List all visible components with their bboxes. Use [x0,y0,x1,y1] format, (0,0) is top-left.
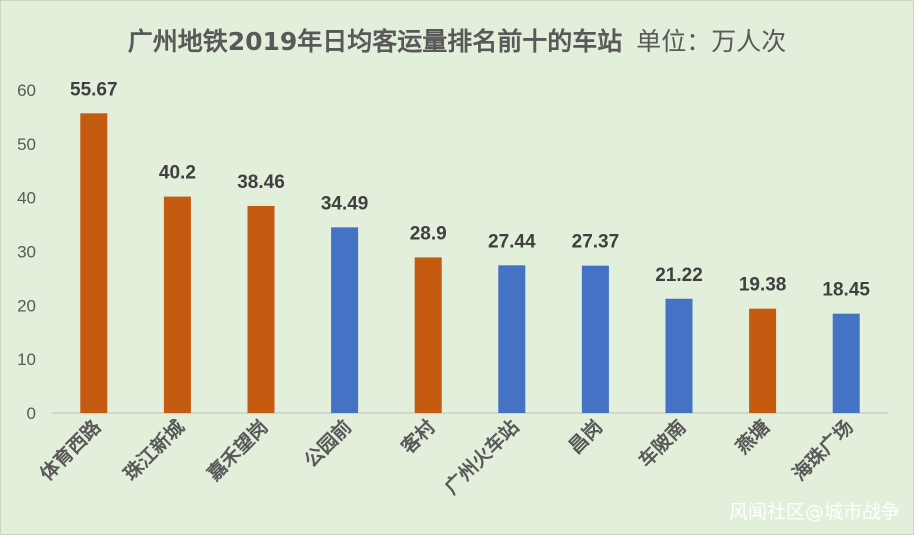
x-tick-label: 客村 [397,415,440,458]
y-tick-label: 10 [17,350,36,369]
watermark: 风闻社区@城市战争 [729,501,900,523]
data-label: 38.46 [237,172,285,193]
bar [331,227,359,413]
x-tick-label: 珠江新城 [119,415,189,485]
data-label: 18.45 [822,280,870,301]
y-tick-label: 60 [17,81,36,100]
chart-title: 广州地铁2019年日均客运量排名前十的车站 单位：万人次 [128,27,787,56]
x-axis: 体育西路 珠江新城 嘉禾望岗 公园前 客村 广州火车站 昌岗 车陂南 燕塘 海珠广场 [35,415,857,499]
x-tick-label: 公园前 [300,415,357,472]
x-tick-label: 体育西路 [35,415,106,486]
y-axis: 0 10 20 30 40 50 60 [17,81,36,423]
bar [749,308,777,413]
chart-unit-label: 单位：万人次 [636,27,786,56]
bar [665,298,693,413]
bar [80,113,108,414]
x-tick-label: 车陂南 [634,415,691,472]
y-tick-label: 30 [17,243,36,262]
x-tick-label: 嘉禾望岗 [202,415,273,486]
data-label: 27.37 [572,232,620,253]
x-tick-label: 广州火车站 [440,415,523,498]
data-label: 27.44 [488,231,536,252]
bar [163,196,191,413]
data-label: 19.38 [739,275,787,296]
chart-title-main: 广州地铁2019年日均客运量排名前十的车站 [128,27,623,56]
y-tick-label: 20 [17,296,36,315]
data-label: 40.2 [159,163,196,184]
x-tick-label: 海珠广场 [788,415,858,485]
y-tick-label: 0 [27,404,36,423]
bar-series [80,113,860,414]
bar [498,265,526,413]
data-labels: 55.67 40.2 38.46 34.49 28.9 27.44 27.37 21.22 19… [70,79,870,300]
data-label: 21.22 [655,265,703,286]
bar [581,265,609,413]
bar [247,205,275,413]
x-tick-label: 昌岗 [564,416,606,458]
y-tick-label: 50 [17,135,36,154]
y-tick-label: 40 [17,189,36,208]
bar [414,257,442,413]
data-label: 55.67 [70,79,118,100]
bar [832,313,860,413]
data-label: 28.9 [410,223,447,244]
x-tick-label: 燕塘 [731,415,774,458]
data-label: 34.49 [321,193,369,214]
